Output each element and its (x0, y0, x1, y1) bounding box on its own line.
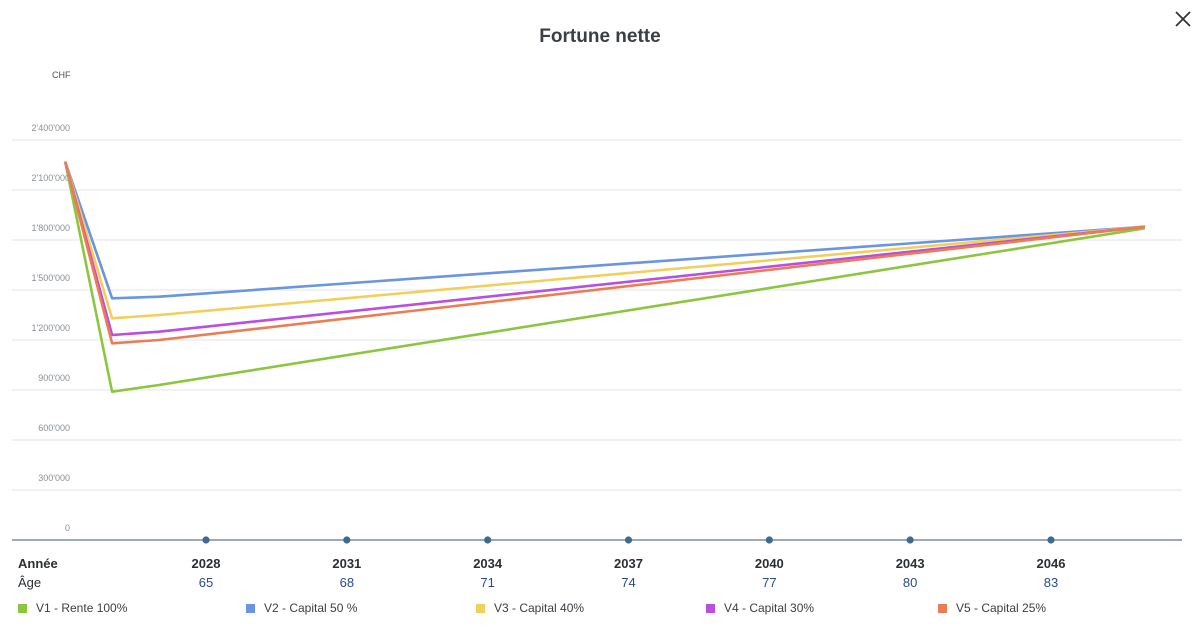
legend-item-v4[interactable]: V4 - Capital 30% (706, 601, 814, 615)
age-row-title: Âge (18, 575, 42, 590)
legend-label: V2 - Capital 50 % (264, 601, 358, 615)
y-tick-label: 2'100'000 (32, 173, 70, 183)
x-tick-age: 83 (1043, 575, 1059, 590)
legend-item-v2[interactable]: V2 - Capital 50 % (246, 601, 357, 615)
x-tick-year: 2043 (895, 556, 925, 571)
y-tick-label: 1'200'000 (32, 323, 70, 333)
x-axis-marker[interactable] (202, 536, 210, 544)
y-tick-label: 1'500'000 (32, 273, 70, 283)
x-tick-year: 2034 (473, 556, 503, 571)
legend-label: V5 - Capital 25% (956, 601, 1047, 615)
y-tick-label: 300'000 (38, 473, 70, 483)
legend-label: V4 - Capital 30% (724, 601, 815, 615)
legend-swatch (706, 603, 715, 613)
series-line-v5[interactable] (63, 161, 1146, 345)
y-tick-label: 1'800'000 (32, 223, 70, 233)
x-axis-marker[interactable] (1047, 536, 1055, 544)
y-tick-label: 600'000 (38, 423, 70, 433)
x-axis-marker[interactable] (624, 536, 633, 544)
series-lines (63, 161, 1146, 394)
x-tick-year: 2046 (1036, 556, 1066, 571)
y-tick-label: 900'000 (38, 373, 70, 383)
legend-swatch (246, 603, 255, 613)
x-tick-year: 2037 (614, 556, 643, 571)
legend-swatch (476, 603, 485, 613)
legend-item-v1[interactable]: V1 - Rente 100% (18, 601, 127, 615)
x-axis-marker[interactable] (484, 536, 492, 544)
x-axis-marker[interactable] (906, 536, 914, 544)
x-tick-age: 68 (339, 575, 355, 590)
x-tick-age: 65 (198, 575, 214, 590)
y-tick-label: 2'400'000 (32, 123, 70, 133)
series-line-v2[interactable] (63, 161, 1145, 300)
line-chart: 0 300'000 600'000 900'000 1'200'000 1'500'000… (12, 123, 1182, 544)
series-line-v3[interactable] (63, 161, 1146, 320)
y-tick-labels: 0 300'000 600'000 900'000 1'200'000 1'500'000… (32, 123, 70, 533)
x-axis-marker[interactable] (343, 536, 351, 544)
x-tick-age: 71 (480, 575, 495, 590)
legend-swatch (938, 603, 947, 613)
x-axis (12, 536, 1182, 544)
close-button[interactable] (1170, 6, 1196, 32)
truncated-content-strip (0, 632, 1200, 639)
x-tick-year: 2031 (332, 556, 362, 571)
x-tick-age: 74 (621, 575, 636, 590)
x-tick-age: 77 (762, 575, 777, 590)
x-tick-year: 2040 (754, 556, 784, 571)
x-axis-title: Année (18, 556, 58, 571)
legend-label: V3 - Capital 40% (494, 601, 585, 615)
legend-label: V1 - Rente 100% (36, 601, 128, 615)
y-tick-label: 0 (65, 523, 70, 533)
legend-swatch (18, 603, 27, 613)
close-icon (1175, 11, 1191, 27)
x-tick-age: 80 (902, 575, 918, 590)
series-line-v1[interactable] (63, 161, 1146, 394)
legend-item-v5[interactable]: V5 - Capital 25% (938, 601, 1046, 615)
x-tick-year: 2028 (191, 556, 221, 571)
y-axis-unit: CHF (52, 70, 71, 80)
legend: V1 - Rente 100% V2 - Capital 50 % V3 - Cap… (0, 601, 1200, 617)
legend-item-v3[interactable]: V3 - Capital 40% (476, 601, 584, 615)
x-axis-marker[interactable] (765, 536, 773, 544)
chart-title: Fortune nette (539, 26, 661, 47)
